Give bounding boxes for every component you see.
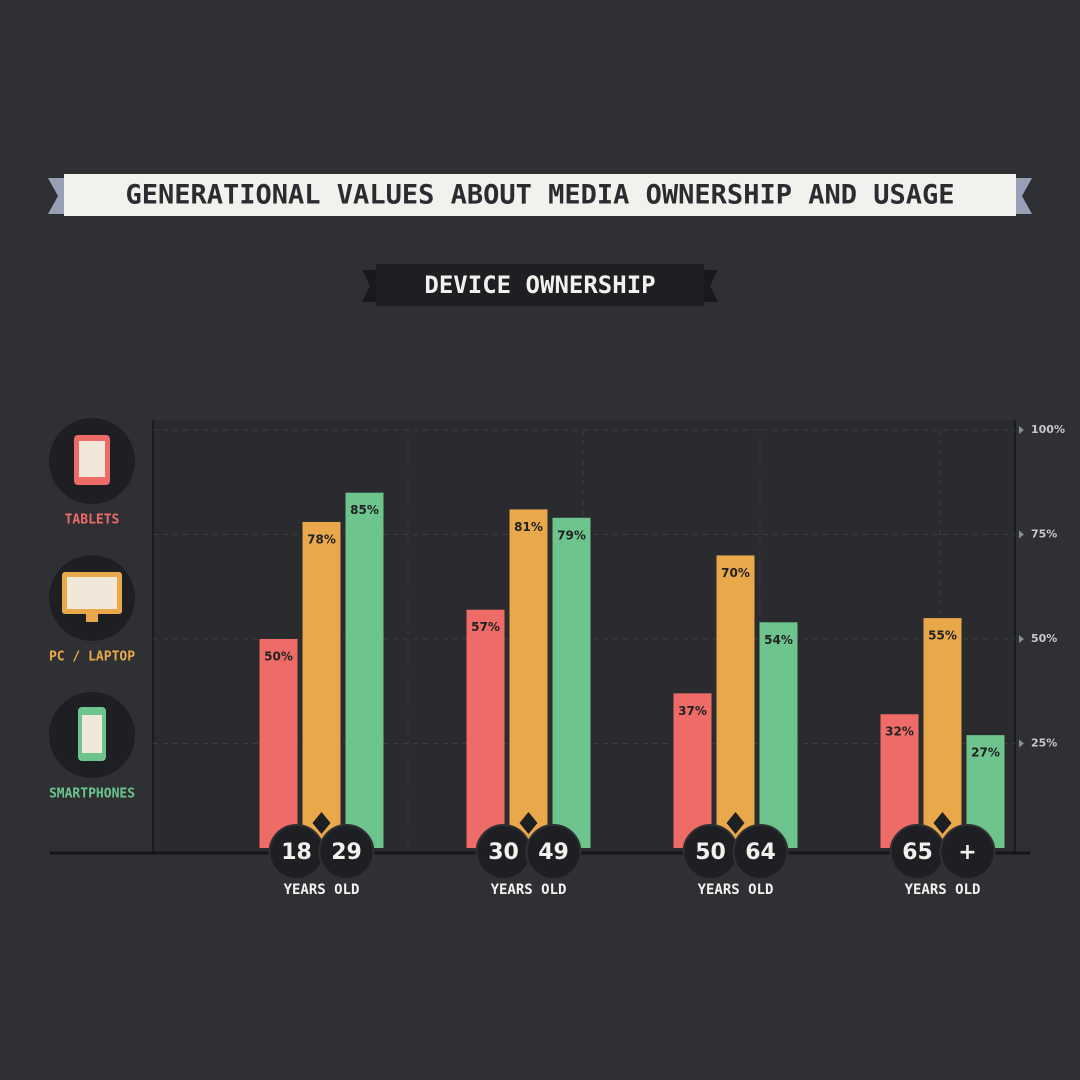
title-banner [64, 174, 1016, 216]
ribbon-end [362, 270, 380, 302]
bar [259, 639, 298, 848]
legend-label: TABLETS [65, 513, 120, 528]
bar [673, 693, 712, 848]
x-tick-label: 30 [488, 840, 519, 865]
value-label: 37% [678, 704, 707, 718]
legend-icon [67, 577, 117, 609]
x-tick-label: 49 [538, 840, 569, 865]
bar [759, 622, 798, 848]
tick-marker [1019, 530, 1024, 539]
badge-notch [726, 812, 745, 834]
ribbon-end [1012, 178, 1032, 214]
ribbon-end [48, 178, 68, 214]
legend-label: SMARTPHONES [49, 787, 135, 802]
x-tick-label: 50 [695, 840, 726, 865]
value-label: 54% [764, 633, 793, 647]
value-label: 85% [350, 503, 379, 517]
ribbon-end [700, 270, 718, 302]
badge-notch [519, 812, 538, 834]
legend-icon [79, 441, 105, 477]
value-label: 70% [721, 566, 750, 580]
y-tick-label: 100% [1031, 423, 1065, 436]
chart-title: GENERATIONAL VALUES ABOUT MEDIA OWNERSHI… [125, 180, 954, 211]
y-tick-label: 75% [1031, 528, 1057, 541]
y-tick-label: 25% [1031, 737, 1057, 750]
bar [345, 492, 384, 848]
x-tick-sublabel: YEARS OLD [905, 882, 981, 898]
legend-label: PC / LAPTOP [49, 650, 135, 665]
subtitle-banner [376, 264, 704, 306]
y-tick-label: 50% [1031, 632, 1057, 645]
x-tick-sublabel: YEARS OLD [491, 882, 567, 898]
x-tick-label: 65 [902, 840, 933, 865]
legend-icon [82, 715, 102, 753]
badge-notch [312, 812, 331, 834]
value-label: 55% [928, 629, 957, 643]
age-badge [318, 824, 375, 880]
bar [923, 618, 962, 848]
tick-marker [1019, 426, 1024, 434]
bar [466, 609, 505, 848]
x-tick-sublabel: YEARS OLD [698, 882, 774, 898]
value-label: 50% [264, 650, 293, 664]
value-label: 81% [514, 520, 543, 534]
age-badge [732, 824, 789, 880]
chart-subtitle: DEVICE OWNERSHIP [424, 271, 655, 299]
x-tick-label: 64 [745, 840, 776, 865]
x-tick-sublabel: YEARS OLD [284, 882, 360, 898]
tick-marker [1019, 739, 1024, 748]
value-label: 32% [885, 725, 914, 739]
value-label: 78% [307, 532, 336, 546]
age-badge [525, 824, 582, 880]
x-tick-label: 29 [331, 840, 362, 865]
value-label: 79% [557, 528, 586, 542]
tick-marker [1019, 635, 1024, 643]
x-tick-label: 18 [281, 840, 312, 865]
value-label: 27% [971, 746, 1000, 760]
x-tick-label: + [958, 840, 976, 865]
bar [509, 509, 548, 848]
badge-notch [933, 812, 952, 834]
legend-icon [86, 614, 98, 622]
age-badge [939, 824, 996, 880]
bar [552, 517, 591, 848]
bar [716, 555, 755, 848]
value-label: 57% [471, 620, 500, 634]
bar [302, 521, 341, 848]
